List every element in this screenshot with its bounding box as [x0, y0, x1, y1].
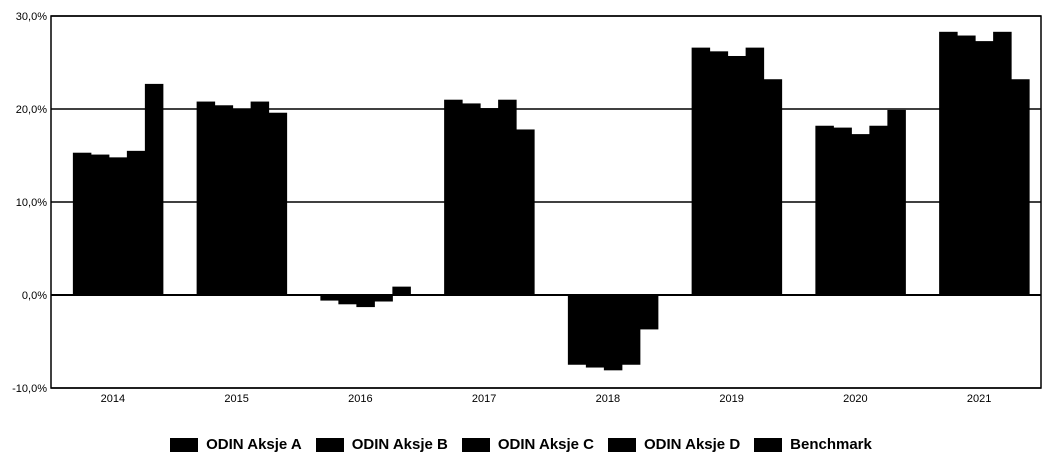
bar-2018-odin-aksje-b — [585, 295, 605, 368]
bar-2017-odin-aksje-a — [444, 99, 463, 295]
x-tick-label: 2021 — [967, 393, 991, 405]
bar-chart: 30,0%20,0%10,0%0,0%-10,0% 2014 2015 2016 20… — [12, 11, 1042, 405]
legend-item-odin-aksje-a: ODIN Aksje A — [170, 436, 302, 453]
x-tick-label: 2016 — [348, 393, 372, 405]
legend: ODIN Aksje A ODIN Aksje B ODIN Aksje C O… — [0, 436, 1042, 453]
legend-item-odin-aksje-d: ODIN Aksje D — [608, 436, 740, 453]
bar-2017-odin-aksje-d — [498, 99, 517, 295]
bar-2020-odin-aksje-b — [833, 127, 852, 295]
x-tick-label: 2020 — [843, 393, 867, 405]
bar-2015-odin-aksje-d — [250, 101, 270, 295]
bar-2016-odin-aksje-a — [320, 295, 339, 301]
bar-2016-benchmark — [392, 286, 411, 295]
bar-2017-odin-aksje-b — [462, 103, 481, 295]
bar-2019-odin-aksje-b — [709, 51, 729, 296]
bar-2021-odin-aksje-c — [975, 41, 994, 295]
bar-2021-benchmark — [1011, 79, 1030, 296]
bar-2016-odin-aksje-c — [356, 295, 375, 308]
y-axis-ticks: 30,0% 20,0% 10,0% 0,0% -10,0% — [12, 11, 47, 395]
x-tick-label: 2019 — [719, 393, 743, 405]
bar-2020-odin-aksje-d — [869, 125, 888, 296]
y-tick-label: 0,0% — [22, 290, 47, 302]
legend-item-odin-aksje-c: ODIN Aksje C — [461, 436, 595, 453]
bar-2020-benchmark — [887, 109, 906, 296]
bar-2014-odin-aksje-d — [126, 150, 146, 295]
legend-item-benchmark: Benchmark — [754, 436, 872, 453]
bar-2016-odin-aksje-b — [338, 295, 357, 305]
legend-swatch — [170, 437, 199, 452]
bar-2014-benchmark — [144, 83, 164, 295]
legend-label: Benchmark — [790, 436, 872, 453]
bar-2018-odin-aksje-a — [567, 295, 587, 365]
legend-swatch — [315, 437, 344, 452]
legend-label: ODIN Aksje A — [206, 436, 302, 453]
bar-2018-odin-aksje-d — [621, 295, 641, 365]
bar-2021-odin-aksje-b — [957, 35, 976, 295]
y-tick-label: -10,0% — [12, 383, 47, 395]
y-tick-label: 10,0% — [16, 197, 47, 209]
bar-2020-odin-aksje-a — [815, 125, 834, 296]
x-axis-ticks: 2014 2015 2016 2017 2018 2019 2020 2021 — [101, 393, 992, 405]
x-tick-label: 2017 — [472, 393, 496, 405]
bar-2021-odin-aksje-a — [939, 31, 958, 296]
bar-2019-odin-aksje-c — [727, 55, 747, 295]
bar-2015-odin-aksje-b — [214, 105, 234, 295]
bar-2019-odin-aksje-a — [691, 47, 711, 296]
bar-2019-benchmark — [763, 79, 783, 296]
x-tick-label: 2018 — [596, 393, 620, 405]
y-tick-label: 20,0% — [16, 104, 47, 116]
bar-2018-benchmark — [639, 295, 659, 330]
legend-swatch — [754, 437, 783, 452]
bar-2015-odin-aksje-c — [232, 109, 252, 295]
bars — [72, 31, 1030, 371]
legend-label: ODIN Aksje C — [497, 436, 595, 453]
bar-2015-benchmark — [268, 112, 288, 295]
bar-2017-odin-aksje-c — [480, 108, 499, 295]
legend-label: ODIN Aksje D — [644, 436, 741, 453]
x-tick-label: 2014 — [101, 393, 125, 405]
plot-frame — [50, 15, 1042, 389]
bar-2021-odin-aksje-d — [993, 31, 1012, 296]
legend-item-odin-aksje-b: ODIN Aksje B — [315, 436, 448, 453]
legend-swatch — [608, 437, 637, 452]
bar-2015-odin-aksje-a — [196, 101, 216, 295]
bar-2018-odin-aksje-c — [603, 295, 623, 371]
x-tick-label: 2015 — [224, 393, 248, 405]
bar-2017-benchmark — [516, 129, 535, 295]
legend-label: ODIN Aksje B — [351, 436, 448, 453]
bar-2014-odin-aksje-a — [72, 152, 92, 295]
y-tick-label: 30,0% — [16, 11, 47, 23]
bar-2014-odin-aksje-c — [108, 157, 128, 295]
bar-2016-odin-aksje-d — [374, 295, 393, 302]
legend-swatch — [461, 437, 490, 452]
bar-2014-odin-aksje-b — [90, 154, 110, 295]
bar-2019-odin-aksje-d — [745, 47, 765, 296]
bar-2020-odin-aksje-c — [851, 134, 870, 295]
